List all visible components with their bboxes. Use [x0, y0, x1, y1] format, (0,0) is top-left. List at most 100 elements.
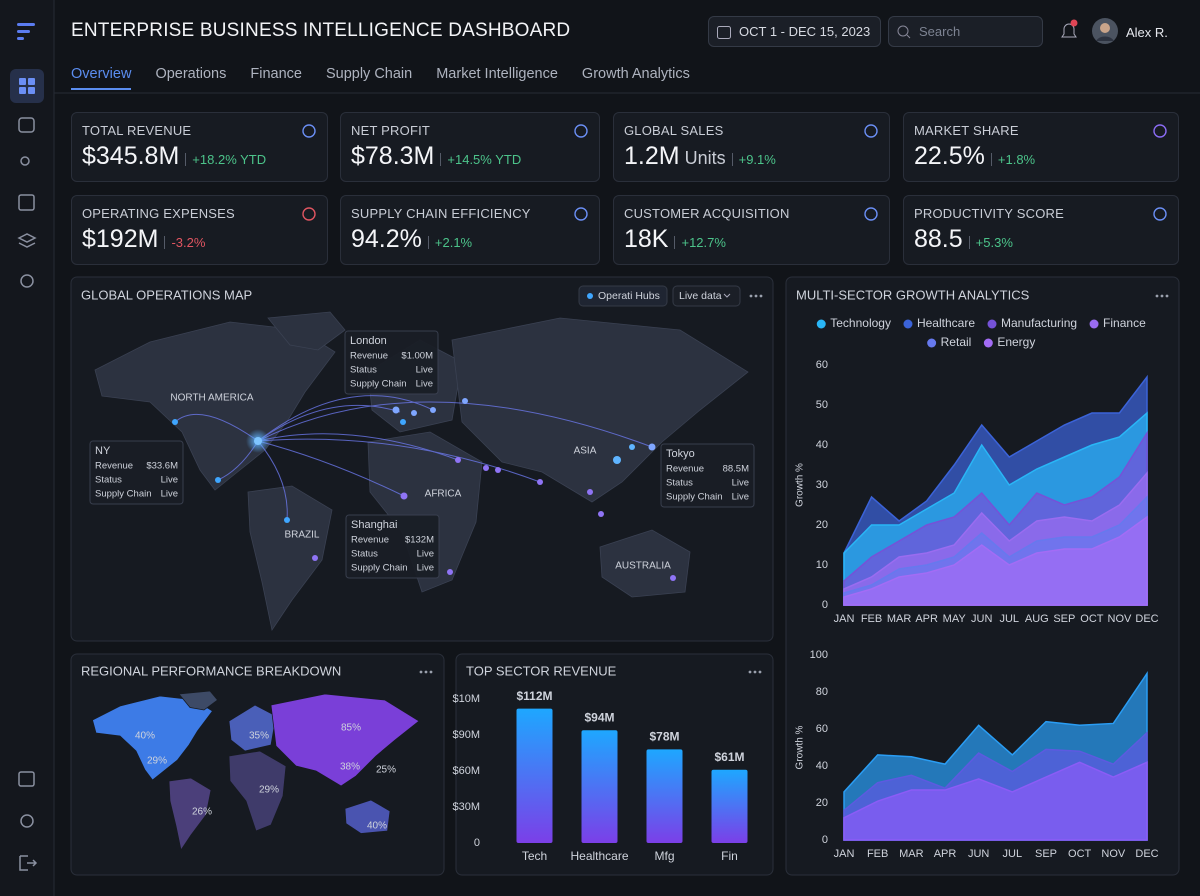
- legend-label: Healthcare: [917, 316, 975, 330]
- avatar[interactable]: [1091, 17, 1119, 45]
- continent: [451, 317, 749, 503]
- regional-map: [92, 690, 420, 851]
- callout-value: Live: [417, 549, 434, 560]
- kpi-card: TOTAL REVENUE $345.8M +18.2% YTD: [71, 112, 328, 182]
- more-menu[interactable]: [748, 670, 762, 674]
- search-box[interactable]: Search: [888, 16, 1043, 47]
- x-tick-label: SEP: [1035, 848, 1057, 860]
- tab[interactable]: Supply Chain: [325, 66, 413, 82]
- nav-grid-icon[interactable]: [19, 78, 35, 94]
- x-tick-label: JUN: [968, 848, 989, 860]
- panel-title: MULTI-SECTOR GROWTH ANALYTICS: [796, 287, 1030, 302]
- callout-key: Revenue: [350, 351, 388, 362]
- kpi-icon: [864, 124, 878, 138]
- kpi-card: GLOBAL SALES 1.2M Units +9.1%: [613, 112, 890, 182]
- callout-key: Revenue: [666, 464, 704, 475]
- legend-label: Energy: [997, 335, 1035, 349]
- y-tick-label: 60: [816, 723, 828, 735]
- region-value: 85%: [341, 723, 361, 734]
- region-label: NORTH AMERICA: [170, 393, 253, 404]
- tab[interactable]: Overview: [71, 66, 132, 90]
- y-tick-label: 100: [810, 649, 828, 661]
- kpi-change: +5.3%: [968, 236, 1013, 249]
- x-tick-label: Tech: [522, 849, 547, 863]
- y-tick-label: $30M: [452, 801, 480, 813]
- y-tick-label: 20: [816, 797, 828, 809]
- x-tick-label: Healthcare: [570, 849, 628, 863]
- more-menu[interactable]: [749, 294, 763, 298]
- nav-icon[interactable]: [20, 814, 34, 828]
- y-tick-label: 0: [822, 834, 828, 846]
- kpi-value: $345.8M: [82, 142, 180, 170]
- icon-shape: [574, 124, 588, 138]
- y-tick-label: 40: [816, 760, 828, 772]
- hubs: [172, 398, 676, 581]
- continent: [247, 485, 333, 632]
- filter-label: Live data: [679, 290, 722, 302]
- tab-bar: Overview Operations Finance Supply Chain Mar…: [71, 66, 690, 90]
- callout-key: Status: [351, 549, 378, 560]
- y-tick-label: 50: [816, 399, 828, 411]
- icon-shape: [574, 207, 588, 221]
- area: [843, 761, 1148, 841]
- nav-icon[interactable]: [18, 771, 35, 787]
- value-label: $112M: [516, 689, 552, 703]
- y-tick-label: 0: [822, 599, 828, 611]
- bar: [581, 730, 618, 843]
- kpi-value: 22.5%: [914, 142, 985, 170]
- x-tick-label: JAN: [834, 848, 855, 860]
- callout-key: Revenue: [351, 535, 389, 546]
- tab[interactable]: Growth Analytics: [581, 66, 690, 82]
- y-tick-label: 40: [816, 439, 828, 451]
- nav-active[interactable]: [10, 69, 44, 103]
- search-placeholder: Search: [919, 24, 961, 39]
- nav-icon[interactable]: [20, 156, 30, 166]
- callout-title: NY: [95, 445, 111, 457]
- x-tick-label: NOV: [1108, 613, 1133, 625]
- legend-label: Operati Hubs: [598, 290, 660, 302]
- kpi-row: 1.2M Units +9.1%: [624, 142, 879, 171]
- x-tick-label: OCT: [1080, 613, 1104, 625]
- bell-icon[interactable]: [1058, 18, 1080, 44]
- chevron: [723, 293, 731, 298]
- more-menu[interactable]: [1155, 294, 1169, 298]
- nav-icon[interactable]: [20, 274, 34, 288]
- x-tick-label: NOV: [1101, 848, 1126, 860]
- user-name[interactable]: Alex R.: [1126, 25, 1168, 40]
- x-tick-label: JUL: [999, 613, 1019, 625]
- x-tick-label: JAN: [834, 613, 855, 625]
- callout-title: Tokyo: [666, 448, 695, 460]
- kpi-change: -3.2%: [164, 236, 205, 249]
- kpi-label: CUSTOMER ACQUISITION: [624, 206, 790, 221]
- x-tick-label: MAR: [899, 848, 924, 860]
- region: [344, 799, 391, 834]
- nav-icon[interactable]: [18, 117, 35, 133]
- nav-icon[interactable]: [17, 233, 37, 248]
- logo: [17, 23, 35, 40]
- y-tick-label: 60: [816, 359, 828, 371]
- region-value: 38%: [340, 762, 360, 773]
- date-picker[interactable]: OCT 1 - DEC 15, 2023: [708, 16, 881, 47]
- filter-dropdown[interactable]: [672, 285, 741, 307]
- kpi-value: $192M: [82, 225, 159, 253]
- legend-chip[interactable]: [578, 285, 668, 307]
- bar: [646, 749, 683, 843]
- calendar-icon: [717, 26, 731, 39]
- legend-dot: [903, 319, 913, 329]
- nav-icon[interactable]: [19, 855, 38, 871]
- more-menu[interactable]: [419, 670, 433, 674]
- tab[interactable]: Finance: [250, 66, 302, 82]
- tab[interactable]: Market Intelligence: [436, 66, 558, 82]
- icon-shape: [302, 207, 316, 221]
- kpi-change: +14.5% YTD: [440, 153, 521, 166]
- nav-icon[interactable]: [18, 194, 35, 211]
- callout-value: Live: [161, 475, 178, 486]
- callout-key: Supply Chain: [350, 379, 407, 390]
- callout-key: Status: [666, 478, 693, 489]
- callout: [345, 514, 440, 579]
- kpi-row: 18K +12.7%: [624, 225, 879, 254]
- tab[interactable]: Operations: [155, 66, 227, 82]
- kpi-change: +2.1%: [427, 236, 472, 249]
